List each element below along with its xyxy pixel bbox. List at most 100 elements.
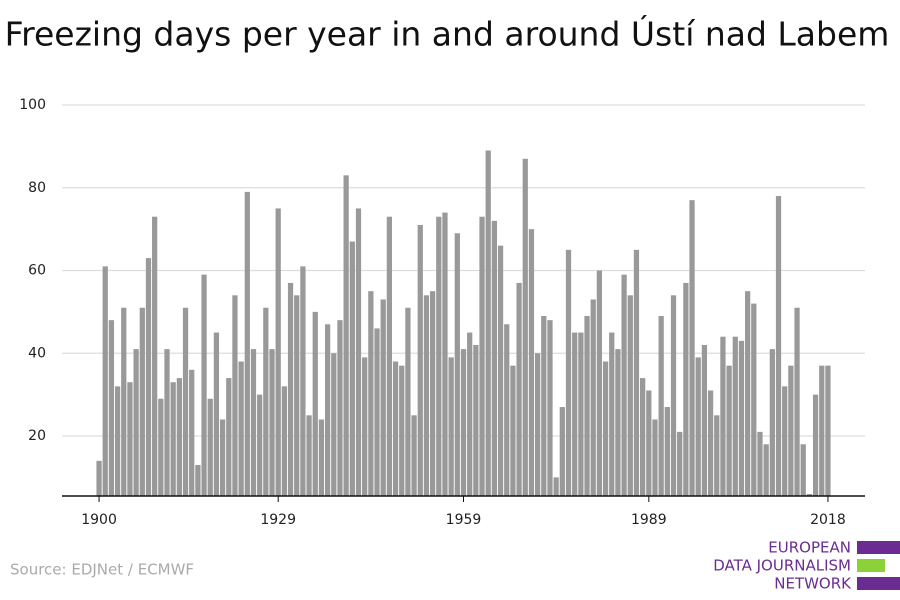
y-tick-label: 40 xyxy=(28,345,46,361)
bar xyxy=(380,299,386,496)
bar xyxy=(429,291,436,496)
logo-text: EUROPEAN xyxy=(768,539,851,557)
bar xyxy=(473,344,479,496)
y-tick-label: 80 xyxy=(28,180,46,196)
bar xyxy=(219,419,226,496)
x-tick-label: 1989 xyxy=(631,512,667,528)
bar xyxy=(275,208,281,496)
bar xyxy=(164,349,170,496)
bar xyxy=(751,303,757,496)
bar xyxy=(195,464,201,496)
bar xyxy=(775,196,782,496)
bar xyxy=(553,477,559,496)
bar xyxy=(411,415,417,496)
bar xyxy=(559,407,565,496)
bar xyxy=(664,407,670,496)
bar xyxy=(510,365,516,496)
bar xyxy=(590,299,596,496)
bar xyxy=(491,220,498,496)
bar xyxy=(504,324,510,496)
bar xyxy=(602,361,609,496)
bar xyxy=(213,332,220,496)
bar xyxy=(257,394,263,496)
bar xyxy=(405,307,411,496)
bar xyxy=(170,382,176,496)
bar xyxy=(516,282,522,496)
bar xyxy=(96,460,102,496)
bar xyxy=(819,365,825,496)
bar xyxy=(714,415,720,496)
bar xyxy=(615,349,621,496)
bar xyxy=(528,229,535,496)
bar xyxy=(244,191,250,496)
bar xyxy=(646,390,652,496)
bar xyxy=(355,208,362,496)
bar xyxy=(732,336,738,496)
bar xyxy=(633,249,640,496)
bar xyxy=(362,357,368,496)
bar xyxy=(306,415,312,496)
bar xyxy=(769,349,775,496)
bar xyxy=(337,320,343,496)
bar xyxy=(541,316,547,496)
bar xyxy=(349,241,355,496)
bar xyxy=(176,378,182,496)
bar xyxy=(677,431,683,496)
bar xyxy=(294,295,300,496)
bar xyxy=(324,324,331,496)
x-tick-label: 1929 xyxy=(260,512,296,528)
bar xyxy=(757,431,763,496)
bar xyxy=(825,365,831,496)
bar xyxy=(788,365,794,496)
bar xyxy=(108,320,115,496)
bar xyxy=(460,349,467,496)
bar xyxy=(436,216,442,496)
bar xyxy=(745,291,751,496)
bar xyxy=(152,216,158,496)
logo: EUROPEAN DATA JOURNALISM NETWORK xyxy=(713,539,900,593)
bar xyxy=(399,365,405,496)
bar xyxy=(701,344,708,496)
bar xyxy=(139,307,145,496)
bar xyxy=(806,493,813,496)
bar xyxy=(621,274,627,496)
bar xyxy=(226,378,232,496)
bar xyxy=(534,353,541,496)
bar xyxy=(263,307,269,496)
bar xyxy=(423,295,430,496)
bar xyxy=(312,311,318,496)
bar xyxy=(812,394,819,496)
bar xyxy=(658,316,664,496)
bar xyxy=(670,295,677,496)
logo-text: NETWORK xyxy=(774,575,852,593)
y-tick-label: 100 xyxy=(19,97,46,113)
bar xyxy=(584,316,590,496)
bar xyxy=(800,444,806,496)
logo-bar xyxy=(857,559,885,572)
bar xyxy=(374,328,380,496)
bar xyxy=(201,274,207,496)
bar xyxy=(448,357,454,496)
bar xyxy=(596,270,603,496)
bar xyxy=(522,158,528,496)
bar xyxy=(417,224,423,496)
bar xyxy=(547,320,553,496)
logo-bar xyxy=(857,577,900,590)
x-tick-label: 1959 xyxy=(446,512,482,528)
bar xyxy=(232,295,238,496)
bar xyxy=(652,419,658,496)
bar xyxy=(127,382,133,496)
bar xyxy=(726,365,732,496)
bar xyxy=(281,386,287,496)
bar xyxy=(578,332,584,496)
bar xyxy=(250,349,257,496)
y-tick-label: 60 xyxy=(28,263,46,279)
bar xyxy=(479,216,485,496)
bar xyxy=(497,245,504,496)
bar xyxy=(238,361,244,496)
chart-title: Freezing days per year in and around Úst… xyxy=(5,14,890,54)
bar xyxy=(368,291,374,496)
bar xyxy=(454,233,460,496)
bar xyxy=(707,390,714,496)
